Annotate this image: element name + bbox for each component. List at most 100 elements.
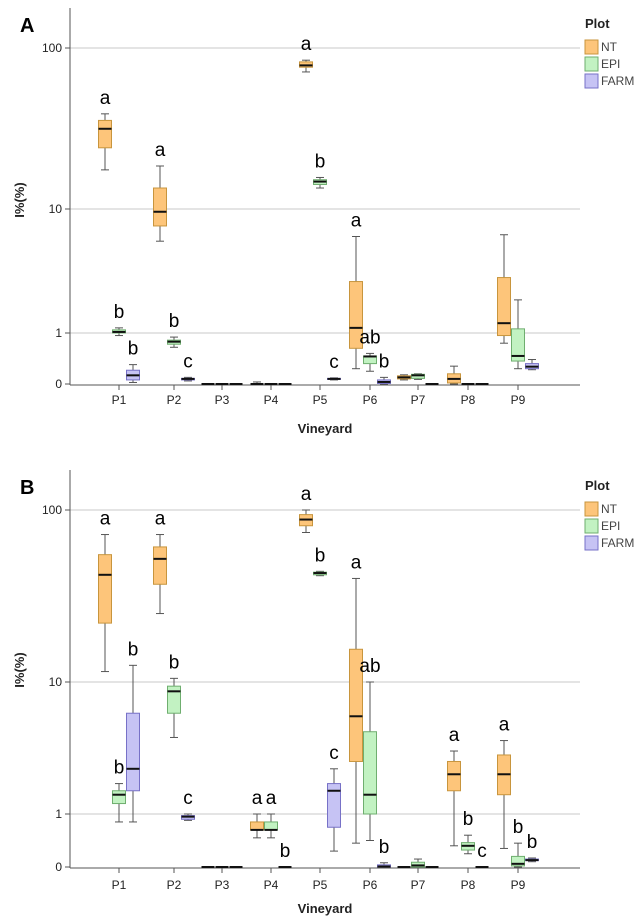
box-farm-p5: c bbox=[327, 352, 341, 381]
significance-letter: a bbox=[252, 788, 263, 809]
y-axis-title: I%(%) bbox=[12, 182, 27, 217]
significance-letter: b bbox=[513, 817, 524, 838]
legend-swatch-epi bbox=[584, 56, 599, 72]
box-nt-p9 bbox=[497, 234, 511, 344]
y-tick-label: 1 bbox=[55, 807, 62, 821]
x-tick-label: P2 bbox=[167, 393, 182, 407]
x-axis-title: Vineyard bbox=[298, 421, 353, 436]
box-nt-p6: a bbox=[349, 552, 363, 844]
box-farm-p6: b bbox=[377, 351, 391, 385]
box-epi-p7 bbox=[411, 858, 425, 868]
significance-letter: b bbox=[128, 339, 139, 360]
significance-letter: a bbox=[449, 725, 460, 746]
legend-swatch-nt bbox=[584, 39, 599, 55]
box-nt-p4 bbox=[250, 381, 264, 385]
significance-letter: b bbox=[280, 841, 291, 862]
box-iqr bbox=[349, 281, 363, 349]
x-tick-label: P2 bbox=[167, 878, 182, 892]
x-tick-label: P7 bbox=[411, 393, 426, 407]
x-tick-label: P4 bbox=[264, 878, 279, 892]
box-farm-p2: c bbox=[181, 351, 195, 382]
significance-letter: b bbox=[114, 758, 125, 779]
box-epi-p4: a bbox=[264, 788, 278, 839]
box-farm-p5: c bbox=[327, 743, 341, 852]
y-tick-label: 100 bbox=[42, 503, 62, 517]
legend-title: Plot bbox=[585, 478, 610, 493]
x-tick-label: P3 bbox=[215, 393, 230, 407]
x-tick-label: P1 bbox=[112, 878, 127, 892]
box-epi-p1: b bbox=[112, 758, 126, 823]
y-tick-label: 0 bbox=[55, 860, 62, 874]
box-nt-p1: a bbox=[98, 88, 112, 171]
significance-letter: a bbox=[100, 88, 111, 109]
box-epi-p2: b bbox=[167, 311, 181, 348]
legend-label-nt: NT bbox=[601, 502, 618, 516]
box-epi-p6: ab bbox=[359, 656, 381, 841]
legend-swatch-epi bbox=[584, 518, 599, 534]
x-tick-label: P8 bbox=[461, 393, 476, 407]
box-epi-p9 bbox=[511, 299, 525, 370]
significance-letter: b bbox=[169, 652, 180, 673]
significance-letter: b bbox=[379, 837, 390, 858]
box-nt-p9: a bbox=[497, 715, 511, 849]
box-iqr bbox=[98, 554, 112, 624]
box-nt-p5: a bbox=[299, 34, 313, 73]
box-farm-p2: c bbox=[181, 788, 195, 821]
significance-letter: b bbox=[128, 639, 139, 660]
box-epi-p8: b bbox=[461, 809, 475, 855]
significance-letter: a bbox=[301, 34, 312, 55]
x-tick-label: P6 bbox=[363, 878, 378, 892]
box-nt-p4: a bbox=[250, 788, 264, 839]
significance-letter: a bbox=[351, 552, 362, 573]
x-axis-title: Vineyard bbox=[298, 901, 353, 916]
significance-letter: c bbox=[183, 351, 193, 372]
legend-swatch-nt bbox=[584, 501, 599, 517]
box-nt-p2: a bbox=[153, 140, 167, 242]
box-nt-p8: a bbox=[447, 725, 461, 847]
panel-letter: B bbox=[20, 477, 34, 499]
box-nt-p6: a bbox=[349, 211, 363, 370]
box-epi-p5: b bbox=[313, 151, 327, 189]
significance-letter: b bbox=[315, 545, 326, 566]
box-iqr bbox=[411, 373, 425, 379]
significance-letter: b bbox=[315, 151, 326, 172]
box-iqr bbox=[112, 790, 126, 805]
box-iqr bbox=[327, 783, 341, 828]
significance-letter: b bbox=[114, 302, 125, 323]
box-iqr bbox=[167, 685, 181, 714]
box-iqr bbox=[264, 821, 278, 831]
box-iqr bbox=[250, 821, 264, 831]
significance-letter: b bbox=[379, 351, 390, 372]
significance-letter: ab bbox=[359, 656, 380, 677]
box-iqr bbox=[126, 712, 140, 792]
significance-letter: a bbox=[301, 484, 312, 505]
box-farm-p4: b bbox=[278, 841, 292, 868]
box-epi-p6: ab bbox=[359, 327, 381, 372]
significance-letter: a bbox=[266, 788, 277, 809]
box-iqr bbox=[447, 760, 461, 792]
box-iqr bbox=[511, 328, 525, 362]
significance-letter: c bbox=[329, 743, 339, 764]
significance-letter: a bbox=[155, 509, 166, 530]
legend-label-epi: EPI bbox=[601, 519, 620, 533]
significance-letter: a bbox=[499, 715, 510, 736]
x-tick-label: P8 bbox=[461, 878, 476, 892]
box-iqr bbox=[153, 187, 167, 227]
y-tick-label: 0 bbox=[55, 377, 62, 391]
box-farm-p9 bbox=[525, 359, 539, 371]
box-nt-p1: a bbox=[98, 509, 112, 673]
box-iqr bbox=[363, 731, 377, 815]
box-epi-p7 bbox=[411, 373, 425, 380]
x-tick-label: P7 bbox=[411, 878, 426, 892]
box-iqr bbox=[349, 648, 363, 762]
significance-letter: a bbox=[351, 211, 362, 232]
significance-letter: b bbox=[527, 832, 538, 853]
box-iqr bbox=[98, 119, 112, 149]
significance-letter: b bbox=[463, 809, 474, 830]
panel-letter: A bbox=[20, 15, 34, 37]
y-tick-label: 10 bbox=[49, 675, 63, 689]
x-tick-label: P9 bbox=[511, 878, 526, 892]
box-epi-p9: b bbox=[511, 817, 525, 868]
y-tick-label: 100 bbox=[42, 41, 62, 55]
